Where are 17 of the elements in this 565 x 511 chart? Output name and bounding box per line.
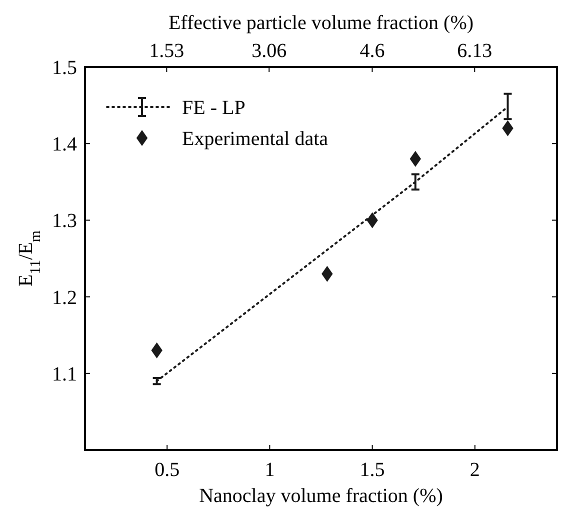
- x2-tick-label: 6.13: [457, 40, 492, 62]
- y-tick-label: 1.1: [52, 363, 77, 386]
- y-tick-label: 1.5: [52, 57, 77, 79]
- x-tick-label: 2: [470, 459, 480, 481]
- x-axis-title: Nanoclay volume fraction (%): [199, 485, 443, 507]
- y-tick-label: 1.2: [52, 286, 77, 309]
- legend-label: FE - LP: [182, 97, 246, 119]
- y-tick-label: 1.4: [52, 134, 77, 156]
- x2-tick-label: 4.6: [360, 40, 385, 62]
- x2-axis-title: Effective particle volume fraction (%): [168, 12, 474, 34]
- x2-tick-label: 1.53: [149, 40, 184, 62]
- y-tick-label: 1.3: [52, 210, 77, 232]
- x-tick-label: 1.5: [360, 459, 385, 481]
- x-tick-label: 1: [264, 459, 275, 481]
- x2-tick-label: 3.06: [252, 40, 287, 62]
- legend-label: Experimental data: [182, 128, 328, 150]
- x-tick-label: 0.5: [154, 459, 180, 481]
